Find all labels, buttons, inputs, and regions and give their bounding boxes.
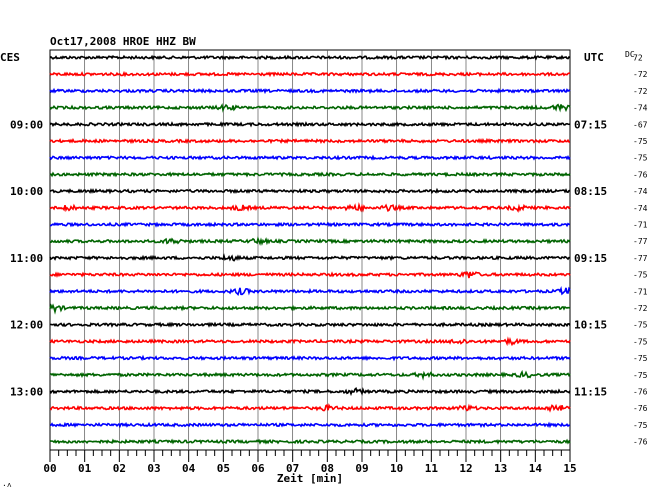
trace-line — [49, 303, 571, 315]
dc-offset-value: -75 — [633, 271, 648, 280]
dc-offset-value: -72 — [633, 70, 648, 79]
left-time-label: 11:00 — [10, 252, 43, 265]
dc-offset-value: -75 — [633, 321, 648, 330]
x-tick-label: 11 — [425, 462, 439, 475]
trace-line — [49, 221, 571, 228]
dc-offset-value: -71 — [633, 287, 648, 296]
trace-line — [49, 421, 571, 429]
trace-line — [49, 201, 571, 213]
trace-line — [49, 286, 571, 296]
x-tick-label: 10 — [390, 462, 403, 475]
dc-label: DC — [625, 50, 635, 59]
dc-offset-value: -76 — [633, 170, 648, 179]
dc-offset-value: -75 — [633, 337, 648, 346]
right-time-label: 09:15 — [574, 252, 607, 265]
dc-offset-value: -72 — [633, 87, 648, 96]
dc-offset-value: 72 — [633, 54, 643, 63]
x-tick-label: 09 — [355, 462, 368, 475]
trace-line — [49, 70, 571, 78]
x-tick-label: 04 — [182, 462, 196, 475]
left-axis-label: CES — [0, 51, 20, 64]
trace-line — [49, 54, 571, 61]
right-time-labels: 07:15 08:15 09:15 10:15 11:15 — [574, 118, 607, 398]
dc-offset-value: -76 — [633, 438, 648, 447]
dc-offset-value: -75 — [633, 154, 648, 163]
right-time-label: 07:15 — [574, 118, 607, 131]
trace-line — [49, 354, 571, 362]
right-time-label: 10:15 — [574, 319, 607, 332]
trace-line — [49, 403, 571, 413]
x-tick-label: 02 — [113, 462, 126, 475]
trace-line — [49, 103, 571, 113]
right-time-label: 11:15 — [574, 386, 607, 399]
trace-line — [49, 121, 571, 128]
trace-line — [49, 137, 571, 145]
x-tick-label: 08 — [321, 462, 334, 475]
trace-line — [49, 171, 571, 178]
corner-mark: ·˄ — [2, 481, 12, 490]
trace-line — [49, 387, 571, 397]
dc-offset-value: -77 — [633, 237, 648, 246]
x-tick-label: 07 — [286, 462, 299, 475]
x-axis-label: Zeit [min] — [277, 472, 343, 485]
trace-line — [49, 336, 571, 347]
left-time-label: 10:00 — [10, 185, 43, 198]
trace-line — [49, 321, 571, 328]
dc-offset-value: -74 — [633, 187, 648, 196]
x-tick-label: 06 — [251, 462, 265, 475]
dc-offset-value: -76 — [633, 404, 648, 413]
dc-offset-value: -75 — [633, 421, 648, 430]
trace-line — [49, 236, 571, 246]
x-tick-label: 00 — [43, 462, 56, 475]
dc-offset-value: -71 — [633, 221, 648, 230]
x-tick-label: 13 — [494, 462, 507, 475]
trace-line — [49, 369, 571, 381]
dc-offset-value: -75 — [633, 354, 648, 363]
left-time-labels: 09:00 10:00 11:00 12:00 13:00 — [10, 118, 43, 398]
trace-line — [49, 154, 571, 161]
dc-offset-value: -74 — [633, 104, 648, 113]
grid-lines — [84, 50, 536, 450]
left-time-label: 13:00 — [10, 386, 43, 399]
dc-offset-value: -75 — [633, 137, 648, 146]
left-time-label: 12:00 — [10, 319, 43, 332]
chart-title: Oct17,2008 HROE HHZ BW — [50, 35, 196, 48]
dc-offset-value: -72 — [633, 304, 648, 313]
x-tick-label: 15 — [563, 462, 576, 475]
dc-offset-value: -67 — [633, 120, 648, 129]
right-axis-label: UTC — [584, 51, 604, 64]
dc-offset-value: -74 — [633, 204, 648, 213]
dc-offset-value: -77 — [633, 254, 648, 263]
x-tick-label: 12 — [459, 462, 472, 475]
x-tick-label: 14 — [529, 462, 543, 475]
trace-line — [49, 253, 571, 262]
trace-line — [49, 187, 571, 195]
trace-line — [49, 87, 571, 95]
dc-offset-values: 72 -72 -72 -74 -67 -75 -75 -76 -74 -74 -71 -77 -77 -7… — [633, 54, 648, 447]
dc-offset-value: -75 — [633, 371, 648, 380]
right-time-label: 08:15 — [574, 185, 607, 198]
x-tick-label: 01 — [78, 462, 92, 475]
x-tick-label: 05 — [217, 462, 230, 475]
trace-line — [49, 270, 571, 279]
left-time-label: 09:00 — [10, 118, 43, 131]
x-tick-label: 03 — [147, 462, 160, 475]
dc-offset-value: -76 — [633, 388, 648, 397]
trace-group — [49, 54, 571, 445]
x-axis: 00 01 02 03 04 05 06 07 08 09 10 11 12 13 14 15 — [43, 450, 577, 475]
trace-line — [49, 438, 571, 445]
